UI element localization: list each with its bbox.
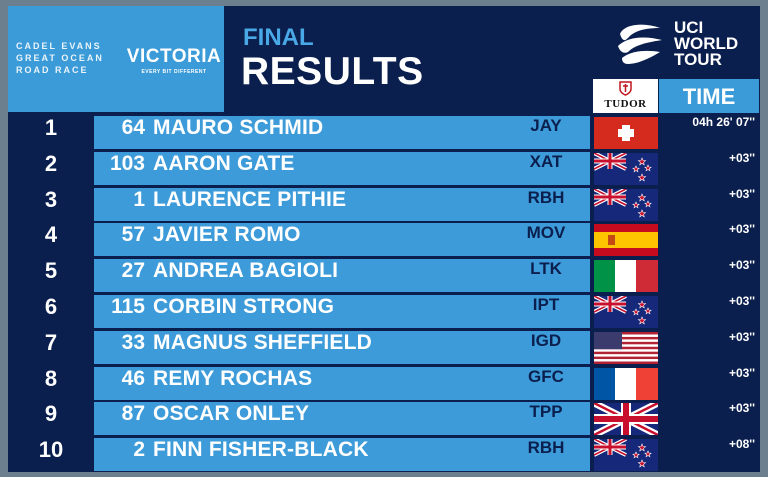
rider-name: ANDREA BAGIOLI (153, 259, 339, 283)
rider-bar: 115 CORBIN STRONG IPT (94, 295, 590, 328)
team-code: JAY (530, 116, 562, 135)
finish-time: +03'' (728, 401, 755, 416)
rider-bar: 2 FINN FISHER-BLACK RBH (94, 438, 590, 472)
rank-position: 3 (44, 186, 58, 212)
rank-position: 9 (44, 401, 58, 427)
rider-bar: 1 LAURENCE PITHIE RBH (94, 187, 590, 221)
bib-number: 33 (121, 330, 145, 354)
rank-position: 1 (44, 115, 58, 140)
uci-line: TOUR (674, 50, 722, 69)
finish-time: 04h 26' 07'' (692, 115, 755, 129)
rider-bar: 27 ANDREA BAGIOLI LTK (94, 259, 590, 293)
spain-flag-icon (594, 224, 658, 256)
result-row: 7 33 MAGNUS SHEFFIELD IGD +03'' (0, 330, 768, 366)
team-code: LTK (530, 259, 562, 279)
rider-bar: 57 JAVIER ROMO MOV (94, 223, 590, 257)
rider-bar: 33 MAGNUS SHEFFIELD IGD (94, 330, 590, 364)
france-flag-icon (594, 368, 658, 400)
race-logo: CADEL EVANS GREAT OCEAN ROAD RACE (16, 40, 108, 76)
rank-position: 2 (44, 150, 58, 176)
result-row: 8 46 REMY ROCHAS GFC +03'' (0, 366, 768, 402)
bib-number: 2 (133, 438, 145, 462)
team-code: TPP (529, 402, 563, 422)
team-code: GFC (528, 366, 564, 386)
result-row: 6 115 CORBIN STRONG IPT +03'' (0, 294, 768, 330)
team-code: RBH (527, 187, 565, 207)
new-zealand-flag-icon (594, 296, 658, 328)
rider-name: FINN FISHER-BLACK (153, 438, 369, 462)
finish-time: +03'' (728, 150, 755, 165)
timing-sponsor: TUDOR (593, 79, 658, 113)
result-row: 9 87 OSCAR ONLEY TPP +03'' (0, 401, 768, 437)
rank-position: 6 (44, 294, 58, 319)
bib-number: 27 (121, 259, 145, 283)
switzerland-flag-icon (594, 117, 658, 149)
rider-name: LAURENCE PITHIE (153, 187, 347, 211)
new-zealand-flag-icon (594, 189, 658, 221)
time-column-header: TIME (659, 79, 759, 113)
bib-number: 1 (133, 187, 145, 211)
result-row: 1 64 MAURO SCHMID JAY 04h 26' 07'' (0, 115, 768, 151)
race-logo-line: CADEL EVANS (16, 41, 102, 51)
bib-number: 64 (121, 116, 145, 139)
new-zealand-flag-icon (594, 153, 658, 185)
uci-line: WORLD (674, 34, 739, 53)
rider-name: OSCAR ONLEY (153, 402, 310, 426)
rank-position: 10 (38, 437, 64, 463)
rider-name: AARON GATE (153, 151, 295, 175)
rank-position: 4 (44, 222, 58, 248)
team-code: RBH (527, 438, 565, 458)
united-kingdom-flag-icon (594, 403, 658, 435)
sponsor-tagline: EVERY BIT DIFFERENT (141, 69, 207, 75)
finish-time: +08'' (728, 437, 755, 452)
result-row: 3 1 LAURENCE PITHIE RBH +03'' (0, 187, 768, 223)
sponsor-logo: VICTORIA EVERY BIT DIFFERENT (124, 46, 224, 75)
italy-flag-icon (594, 260, 658, 292)
uci-line: UCI (674, 18, 704, 37)
finish-time: +03'' (728, 186, 755, 201)
new-zealand-flag-icon (594, 439, 658, 471)
team-code: MOV (526, 223, 566, 243)
team-code: IGD (530, 330, 562, 350)
uci-world-tour-label: UCI WORLD TOUR (674, 18, 739, 69)
finish-time: +03'' (728, 294, 755, 308)
result-row: 10 2 FINN FISHER-BLACK RBH +08'' (0, 437, 768, 473)
race-logo-line: GREAT OCEAN (16, 53, 104, 63)
finish-time: +03'' (728, 222, 755, 237)
header-logo-panel (8, 6, 224, 112)
rider-bar: 64 MAURO SCHMID JAY (94, 116, 590, 149)
bib-number: 46 (121, 366, 145, 390)
bib-number: 115 (111, 295, 145, 318)
page-title: RESULTS (241, 50, 424, 93)
rank-position: 7 (44, 329, 58, 355)
bib-number: 57 (121, 223, 145, 247)
uci-logo-icon (618, 24, 662, 64)
title-final: FINAL (243, 24, 314, 51)
rank-position: 8 (44, 365, 58, 391)
finish-time: +03'' (728, 329, 755, 344)
usa-flag-icon (594, 332, 658, 364)
rider-name: JAVIER ROMO (153, 223, 301, 247)
team-code: IPT (532, 295, 560, 314)
rider-bar: 46 REMY ROCHAS GFC (94, 366, 590, 400)
bib-number: 87 (121, 402, 145, 426)
bib-number: 103 (109, 151, 145, 175)
finish-time: +03'' (728, 258, 755, 273)
result-row: 5 27 ANDREA BAGIOLI LTK +03'' (0, 258, 768, 294)
result-row: 4 57 JAVIER ROMO MOV +03'' (0, 222, 768, 258)
rider-name: MAGNUS SHEFFIELD (153, 330, 373, 354)
race-logo-line: ROAD RACE (16, 65, 89, 75)
rank-position: 5 (44, 258, 58, 284)
rider-name: CORBIN STRONG (153, 295, 335, 318)
team-code: XAT (529, 151, 563, 171)
finish-time: +03'' (728, 365, 755, 380)
result-row: 2 103 AARON GATE XAT +03'' (0, 151, 768, 187)
rider-name: REMY ROCHAS (153, 366, 313, 390)
rider-name: MAURO SCHMID (153, 116, 324, 139)
sponsor-name: VICTORIA (126, 46, 222, 67)
tudor-shield-icon (619, 81, 632, 96)
timing-brand: TUDOR (604, 98, 647, 110)
rider-bar: 87 OSCAR ONLEY TPP (94, 402, 590, 436)
rider-bar: 103 AARON GATE XAT (94, 151, 590, 185)
